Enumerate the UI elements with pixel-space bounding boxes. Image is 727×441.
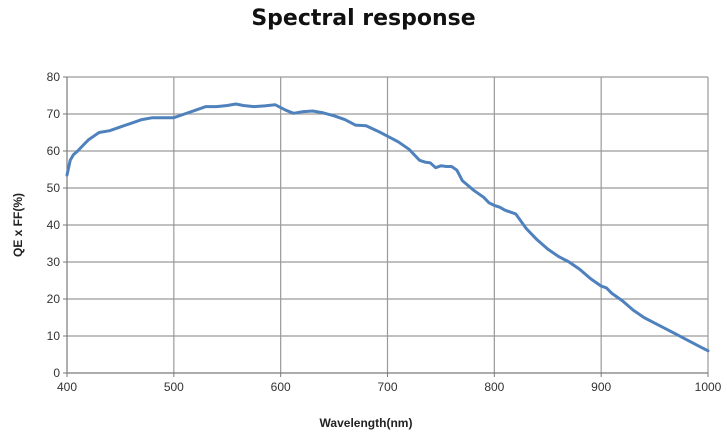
- y-tick-label-10: 10: [47, 329, 61, 343]
- y-tick-label-70: 70: [47, 107, 61, 121]
- x-tick-label-400: 400: [57, 380, 77, 394]
- x-tick-label-500: 500: [164, 380, 184, 394]
- data-series: [65, 102, 710, 353]
- y-tick-label-20: 20: [47, 292, 61, 306]
- y-tick-label-40: 40: [47, 218, 61, 232]
- axes: [63, 76, 709, 377]
- tick-labels: 0 10 20 30 40 50 60 70 80 400 500 600 700 800 900 1000: [47, 70, 722, 394]
- x-tick-label-900: 900: [591, 380, 611, 394]
- grid-lines: [67, 76, 709, 373]
- y-axis-label: QE x FF(%): [11, 193, 25, 257]
- y-tick-label-30: 30: [47, 255, 61, 269]
- y-tick-label-80: 80: [47, 70, 61, 84]
- chart-title: Spectral response: [251, 6, 476, 31]
- y-tick-label-0: 0: [53, 366, 60, 380]
- y-tick-label-60: 60: [47, 144, 61, 158]
- x-tick-label-600: 600: [271, 380, 291, 394]
- series-line-0: [65, 102, 710, 353]
- y-tick-label-50: 50: [47, 181, 61, 195]
- x-tick-label-1000: 1000: [695, 380, 722, 394]
- x-tick-label-800: 800: [484, 380, 504, 394]
- x-tick-label-700: 700: [377, 380, 397, 394]
- x-axis-label: Wavelength(nm): [320, 416, 413, 430]
